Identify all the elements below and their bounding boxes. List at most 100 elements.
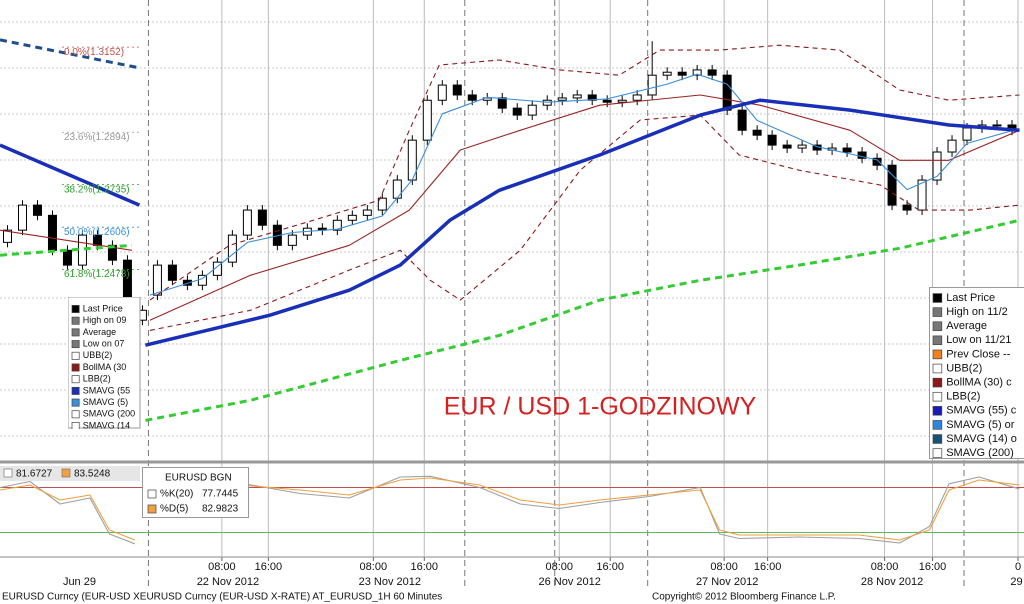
legend-swatch [932,321,943,331]
legend-box [68,297,141,429]
legend-swatch [932,391,943,402]
candle-body [902,204,912,211]
candle-body [947,139,957,153]
legend-swatch [71,422,80,429]
x-date-label: 22 Nov 2012 [197,576,259,588]
legend-label: Low on 11/21 [946,334,1011,346]
candle-body [962,127,972,141]
indicator-line [149,44,1020,301]
legend-value: 82.9823 [202,504,239,515]
candle-body [17,204,27,231]
legend-label: UBB(2) [83,350,113,360]
candle-body [797,144,807,149]
candle-body [557,97,567,101]
x-tick-label: 08:00 [360,561,388,573]
legend-swatch [71,386,80,395]
legend-label: LBB(2) [946,391,980,403]
candle-body [872,157,882,166]
x-tick-label: 16:00 [411,561,439,573]
x-axis: 08:00 16:00 08:00 16:00 08:00 16:00 08:00 16:00… [63,557,1023,588]
legend-value: 77.7445 [202,489,239,500]
candle-body [917,179,927,211]
legend-swatch [932,363,943,374]
x-date-label: 28 Nov 2012 [861,576,923,588]
legend-swatch [932,434,943,444]
fib-label: 38.2%(1.2735) [64,184,130,195]
stochastic-legend: EURUSD BGN %K(20) 77.7445 %D(5) 82.9823 81.6… [0,466,249,518]
legend-swatch [932,293,943,303]
legend-swatch [71,375,80,384]
candle-body [887,164,897,206]
indicator-line [149,114,1020,331]
legend-swatch [71,398,80,407]
legend-box [142,467,249,518]
indicator-line [149,73,1020,296]
candle-body [662,71,672,76]
candle-body [992,124,1002,127]
candle-body [722,74,732,111]
fib-label: 0.0%(1.3152) [64,47,124,58]
legend-label: UBB(2) [946,362,982,374]
candle-body [227,234,237,263]
legend-label: SMAVG (5) [83,397,128,407]
value-label: 81.6727 [16,469,53,480]
legend-label: %D(5) [160,504,188,515]
x-tick-label: 16:00 [919,561,947,573]
legend-label: High on 09 [83,315,127,325]
candle-body [782,144,792,149]
candle-body [377,197,387,211]
legend-label: SMAVG (200 [83,409,135,419]
candle-body [362,209,372,216]
candle-body [332,219,342,231]
legend-label: BollMA (30 [83,362,127,372]
candle-body [347,214,357,221]
x-date-label: Jun 29 [63,576,96,588]
legend-label: SMAVG (55 [83,385,130,395]
candle-body [392,179,402,199]
indicator-line [0,98,1020,347]
legend-label: Last Price [946,292,995,304]
x-date-label: 26 Nov 2012 [539,576,601,588]
price-plot: 0.0%(1.3152) 23.6%(1.2894) 38.2%(1.2735) 50… [0,38,1020,422]
legend-swatch [147,489,157,499]
x-date-label: 29 [1010,576,1022,588]
legend-box [929,287,1024,459]
legend-swatch [932,448,943,458]
value-label: 83.5248 [74,469,111,480]
legend-swatch [932,377,943,388]
legend-swatch [932,420,943,430]
x-tick-label: 0 [1015,561,1021,573]
candle-body [752,129,762,136]
candle-body [212,261,222,276]
candle-body [152,264,162,296]
candle-body [527,104,537,116]
candle-body [62,249,72,266]
candle-body [617,99,627,103]
legend-label: Low on 07 [83,338,125,348]
footer-right: Copyright© 2012 Bloomberg Finance L.P. [652,592,836,603]
candle-body [572,94,582,99]
candle-body [632,94,642,101]
value-swatch [61,468,71,478]
legend-swatch [932,406,943,416]
candle-body [287,234,297,246]
legend-label: SMAVG (5) or [946,419,1015,431]
x-tick-label: 08:00 [871,561,899,573]
legend-swatch [932,307,943,317]
x-tick-label: 16:00 [255,561,283,573]
value-swatch [3,468,13,478]
legend-label: BollMA (30) c [946,377,1012,389]
candle-body [932,151,942,181]
legend-swatch [147,504,157,514]
fib-label: 50.0%(1.2606) [64,227,130,238]
legend-swatch [71,316,80,325]
footer-left: EURUSD Curncy (EUR-USD XEURUSD Curncy (E… [2,592,442,603]
legend-swatch [71,351,80,360]
legend-right: Last Price High on 11/2 Average Low on 11/2… [929,287,1024,459]
chart-annotation: EUR / USD 1-GODZINOWY [444,393,757,421]
fib-label: 61.8%(1.2478) [64,269,130,280]
legend-label: SMAVG (200) [946,447,1014,459]
legend-label: %K(20) [160,489,193,500]
legend-label: LBB(2) [83,374,111,384]
